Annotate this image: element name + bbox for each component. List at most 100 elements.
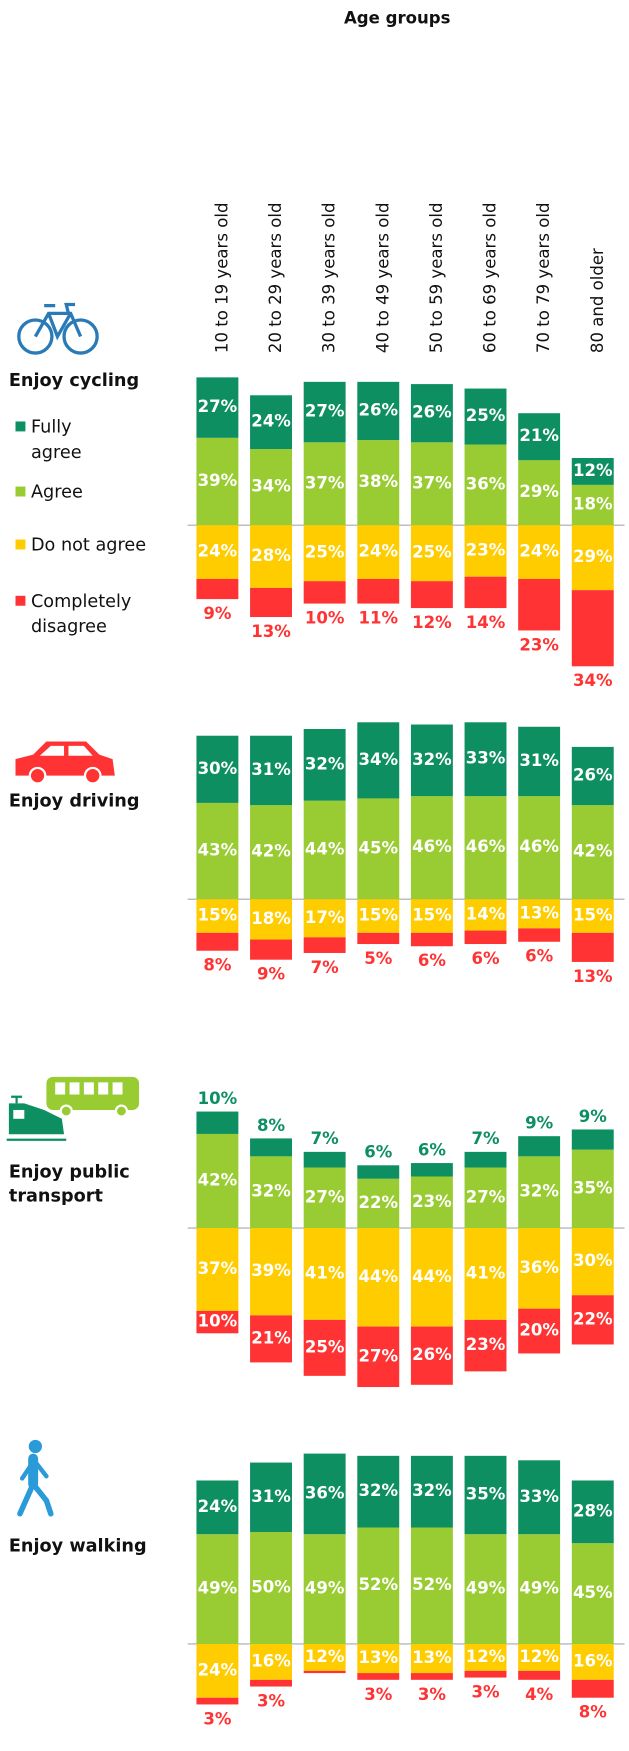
legend-item: Do not agree <box>31 534 146 555</box>
bar-segment <box>410 1176 453 1229</box>
data-label: 6% <box>364 1143 393 1162</box>
data-label: 4% <box>525 1685 554 1704</box>
data-label: 26% <box>573 766 613 785</box>
data-label: 32% <box>519 1182 559 1201</box>
bar-segment <box>357 1673 400 1680</box>
data-label: 31% <box>519 751 559 770</box>
data-label: 25% <box>305 543 345 562</box>
data-label: 44% <box>305 839 345 858</box>
data-label: 6% <box>525 947 554 966</box>
bar-segment <box>410 581 453 609</box>
data-label: 21% <box>251 1328 291 1347</box>
bar-segment <box>196 1643 239 1698</box>
category-label: 60 to 69 years old <box>481 203 500 354</box>
bar-segment <box>410 384 453 443</box>
data-label: 50% <box>251 1577 291 1596</box>
data-label: 52% <box>358 1575 398 1594</box>
bar-segment <box>250 1643 292 1680</box>
data-label: 13% <box>412 1648 452 1667</box>
bar-segment <box>571 525 614 591</box>
data-label: 17% <box>305 908 345 927</box>
data-label: 9% <box>525 1114 554 1133</box>
bar-segment <box>250 395 292 450</box>
bar-segment <box>303 899 346 938</box>
bar-segment <box>250 939 292 960</box>
bar-segment <box>571 484 614 526</box>
data-label: 23% <box>466 540 506 559</box>
data-label: 32% <box>412 750 452 769</box>
data-label: 24% <box>198 1497 238 1516</box>
data-label: 9% <box>203 604 232 623</box>
bar-segment <box>196 377 239 438</box>
legend-item: Completely disagree <box>31 590 131 636</box>
data-label: 31% <box>251 760 291 779</box>
bar-segment <box>410 1326 453 1385</box>
data-label: 13% <box>573 967 613 986</box>
bar-segment <box>303 1228 346 1320</box>
data-label: 15% <box>412 906 452 925</box>
data-label: 15% <box>358 906 398 925</box>
bar-segment <box>250 735 292 806</box>
data-label: 27% <box>358 1346 398 1365</box>
bar-segment <box>357 932 400 945</box>
data-label: 13% <box>251 622 291 641</box>
bar-segment <box>250 449 292 526</box>
data-label: 22% <box>573 1309 613 1328</box>
data-label: 25% <box>412 543 452 562</box>
bar-segment <box>571 590 614 667</box>
bar-segment <box>518 1643 561 1671</box>
data-label: 24% <box>198 1660 238 1679</box>
bar-segment <box>357 1643 400 1674</box>
transport-icon <box>6 1076 140 1141</box>
bar-segment <box>303 525 346 582</box>
data-label: 10% <box>198 1089 238 1108</box>
data-label: 34% <box>358 750 398 769</box>
legend-swatch <box>15 539 26 550</box>
bar-segment <box>410 1163 453 1177</box>
data-label: 32% <box>251 1182 291 1201</box>
legend-swatch <box>15 486 26 497</box>
data-label: 14% <box>466 613 506 632</box>
data-label: 41% <box>466 1263 506 1282</box>
bar-segment <box>518 413 561 461</box>
data-label: 43% <box>198 841 238 860</box>
bar-segment <box>571 1149 614 1229</box>
bar-segment <box>196 1111 239 1134</box>
data-label: 30% <box>573 1251 613 1270</box>
category-label: 40 to 49 years old <box>373 203 392 354</box>
legend-label: Fully agree <box>30 415 82 463</box>
category-label: 10 to 19 years old <box>212 203 231 354</box>
bar-segment <box>518 1308 561 1354</box>
bar-segment <box>464 1167 507 1229</box>
bar-segment <box>464 722 507 797</box>
data-label: 3% <box>418 1685 447 1704</box>
bar-segment <box>357 578 400 604</box>
bar-segment <box>464 1151 507 1168</box>
category-label: 70 to 79 years old <box>534 203 553 354</box>
bar-segment <box>250 899 292 940</box>
data-label: 26% <box>412 403 452 422</box>
data-label: 35% <box>466 1485 506 1504</box>
data-label: 15% <box>198 906 238 925</box>
bar-segment <box>303 728 346 801</box>
bar-segment <box>250 805 292 900</box>
bar-segment <box>571 899 614 933</box>
data-label: 7% <box>311 958 340 977</box>
data-label: 13% <box>519 903 559 922</box>
data-label: 14% <box>466 904 506 923</box>
legend-swatch <box>15 421 26 432</box>
bar-segment <box>410 932 453 947</box>
data-label: 41% <box>305 1263 345 1282</box>
bar-segment <box>410 1455 453 1528</box>
bar-segment <box>464 1319 507 1372</box>
bar-segment <box>196 932 239 951</box>
data-label: 49% <box>305 1579 345 1598</box>
data-label: 36% <box>519 1258 559 1277</box>
panel-title-box: Enjoy walking <box>9 1535 147 1556</box>
bar-segment <box>410 796 453 900</box>
bar-segment <box>303 800 346 900</box>
data-label: 30% <box>198 759 238 778</box>
data-label: 37% <box>412 473 452 492</box>
bar-segment <box>196 1480 239 1535</box>
data-label: 34% <box>573 671 613 690</box>
